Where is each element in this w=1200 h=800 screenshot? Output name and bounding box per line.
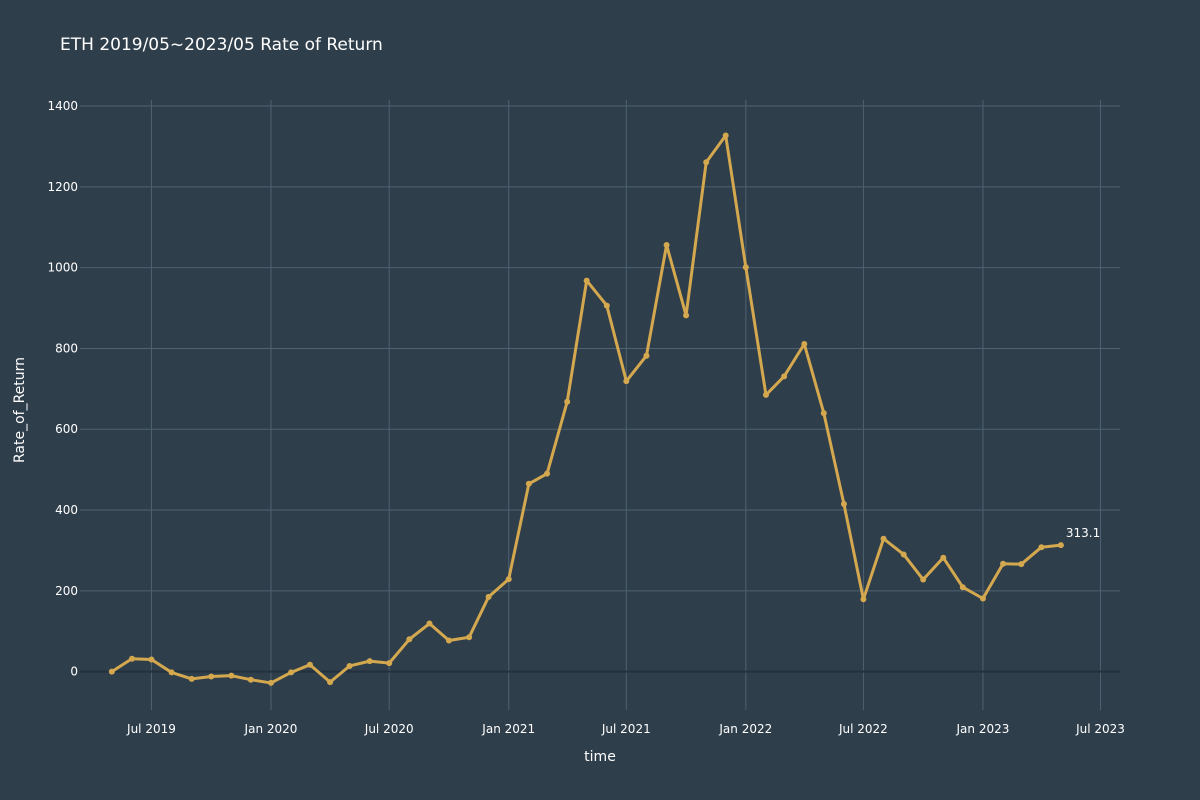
data-point — [959, 584, 966, 591]
data-point — [108, 668, 115, 675]
data-point — [920, 576, 927, 583]
x-grid — [150, 100, 1102, 710]
chart-title: ETH 2019/05~2023/05 Rate of Return — [60, 35, 383, 55]
data-point — [643, 352, 650, 359]
data-point — [228, 672, 235, 679]
data-point — [288, 669, 295, 676]
data-point — [1000, 560, 1007, 567]
data-point — [426, 620, 433, 627]
y-tick-label: 400 — [55, 503, 78, 517]
data-point — [485, 593, 492, 600]
x-tick-label: Jan 2023 — [956, 722, 1010, 736]
data-point — [466, 634, 473, 641]
data-point — [247, 676, 254, 683]
x-tick-label: Jan 2022 — [718, 722, 772, 736]
x-axis-title: time — [584, 749, 616, 765]
data-point — [722, 132, 729, 139]
data-point — [505, 576, 512, 583]
y-grid — [80, 105, 1120, 592]
data-point — [820, 410, 827, 417]
data-point — [603, 302, 610, 309]
data-point — [445, 637, 452, 644]
data-point — [979, 595, 986, 602]
data-point — [762, 391, 769, 398]
data-point — [188, 675, 195, 682]
data-point — [267, 679, 274, 686]
data-point — [663, 242, 670, 249]
y-tick-label: 600 — [55, 422, 78, 436]
data-point — [1057, 542, 1064, 549]
data-point — [880, 535, 887, 542]
y-tick-label: 1200 — [47, 180, 78, 194]
data-point — [208, 673, 215, 680]
x-tick-label: Jan 2021 — [481, 722, 535, 736]
data-point — [623, 378, 630, 385]
x-tick-label: Jul 2021 — [601, 722, 651, 736]
y-tick-label: 800 — [55, 341, 78, 355]
data-point — [327, 679, 334, 686]
y-tick-label: 0 — [70, 665, 78, 679]
y-tick-labels: 0 200 400 600 800 1000 1200 1400 — [47, 99, 78, 679]
x-tick-label: Jul 2023 — [1075, 722, 1125, 736]
data-point — [801, 341, 808, 347]
y-axis-title: Rate_of_Return — [12, 357, 28, 463]
data-point — [583, 277, 590, 284]
data-point — [148, 656, 155, 663]
x-tick-label: Jul 2019 — [126, 722, 176, 736]
x-tick-label: Jan 2020 — [244, 722, 298, 736]
end-value-label: 313.1 — [1066, 526, 1100, 540]
data-point — [386, 660, 393, 667]
series-line — [111, 134, 1062, 685]
x-tick-label: Jul 2020 — [364, 722, 414, 736]
series-group: 313.1 — [108, 132, 1100, 686]
x-tick-label: Jul 2022 — [838, 722, 888, 736]
data-point — [860, 596, 867, 603]
data-point — [742, 264, 749, 271]
data-point — [1018, 561, 1025, 568]
data-point — [840, 500, 847, 507]
data-point — [406, 636, 413, 643]
data-point — [544, 470, 551, 477]
data-point — [683, 312, 690, 319]
y-tick-label: 1400 — [47, 99, 78, 113]
data-point — [306, 661, 313, 668]
data-point — [128, 655, 135, 662]
data-point — [168, 669, 175, 676]
data-point — [525, 480, 532, 487]
data-point — [703, 159, 710, 166]
x-tick-labels: Jul 2019 Jan 2020 Jul 2020 Jan 2021 Jul 2021… — [126, 722, 1125, 736]
data-point — [366, 658, 373, 665]
data-point — [346, 662, 353, 669]
data-point — [900, 551, 907, 558]
data-point — [781, 373, 788, 380]
data-point — [940, 554, 947, 561]
data-point — [564, 398, 571, 405]
data-point — [1038, 544, 1045, 551]
y-tick-label: 1000 — [47, 261, 78, 275]
y-tick-label: 200 — [55, 584, 78, 598]
